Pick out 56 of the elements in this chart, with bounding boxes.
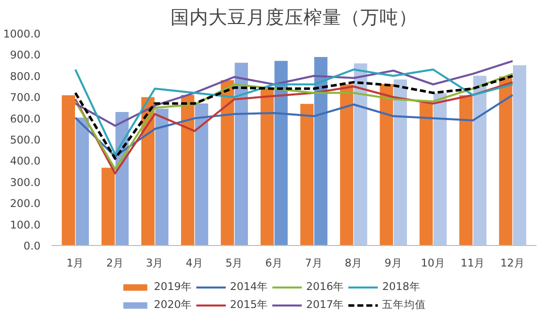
y-tick-label: 900.0 <box>10 48 41 62</box>
legend-label: 2015年 <box>230 298 268 312</box>
bar <box>314 57 328 246</box>
x-tick-label: 8月 <box>344 256 363 270</box>
bar <box>194 103 208 246</box>
x-tick-label: 1月 <box>66 256 84 270</box>
line-series <box>74 60 514 127</box>
x-tick-label: 3月 <box>146 256 164 270</box>
x-tick-label: 10月 <box>420 256 446 270</box>
legend-label: 2017年 <box>306 298 344 312</box>
bar <box>499 76 512 246</box>
bar <box>260 88 274 246</box>
x-tick-label: 12月 <box>500 256 525 270</box>
bar <box>433 93 447 246</box>
legend-label: 2018年 <box>382 280 420 294</box>
bar <box>220 80 234 246</box>
y-tick-label: 200.0 <box>10 197 41 210</box>
chart-title: 国内大豆月度压榨量（万吨） <box>170 6 418 28</box>
bar <box>155 108 168 246</box>
legend-label: 2014年 <box>230 280 268 294</box>
y-tick-label: 100.0 <box>10 218 41 232</box>
y-tick-label: 300.0 <box>10 176 41 189</box>
bar <box>102 168 115 246</box>
bar <box>76 118 89 246</box>
x-tick-label: 7月 <box>304 256 323 270</box>
legend-label: 五年均值 <box>382 298 426 312</box>
legend-label: 2020年 <box>154 298 192 312</box>
x-tick-label: 9月 <box>384 256 402 270</box>
bar <box>300 104 314 246</box>
bar <box>394 80 407 246</box>
bar <box>420 102 433 246</box>
legend-label: 2016年 <box>306 280 344 294</box>
x-tick-label: 4月 <box>186 256 204 270</box>
bar <box>340 84 354 246</box>
bar <box>380 84 394 246</box>
bar <box>62 95 76 246</box>
y-tick-label: 500.0 <box>10 134 41 146</box>
x-tick-label: 2月 <box>106 256 124 270</box>
y-tick-label: 0.0 <box>24 240 41 252</box>
y-tick-label: 400.0 <box>10 154 41 168</box>
bar <box>181 94 194 246</box>
bar <box>512 65 526 246</box>
y-tick-label: 700.0 <box>10 91 41 104</box>
bar <box>234 62 248 246</box>
y-tick-label: 1000.0 <box>3 28 41 40</box>
bar <box>274 60 288 246</box>
bar <box>473 76 486 246</box>
x-tick-label: 11月 <box>460 256 486 270</box>
x-tick-label: 5月 <box>225 256 244 270</box>
y-tick-label: 600.0 <box>10 112 41 126</box>
x-tick-label: 6月 <box>265 256 284 270</box>
legend-label: 2019年 <box>154 280 192 294</box>
bar <box>459 95 473 246</box>
line-series <box>74 94 514 158</box>
bar <box>354 63 368 246</box>
y-tick-label: 800.0 <box>10 70 41 83</box>
